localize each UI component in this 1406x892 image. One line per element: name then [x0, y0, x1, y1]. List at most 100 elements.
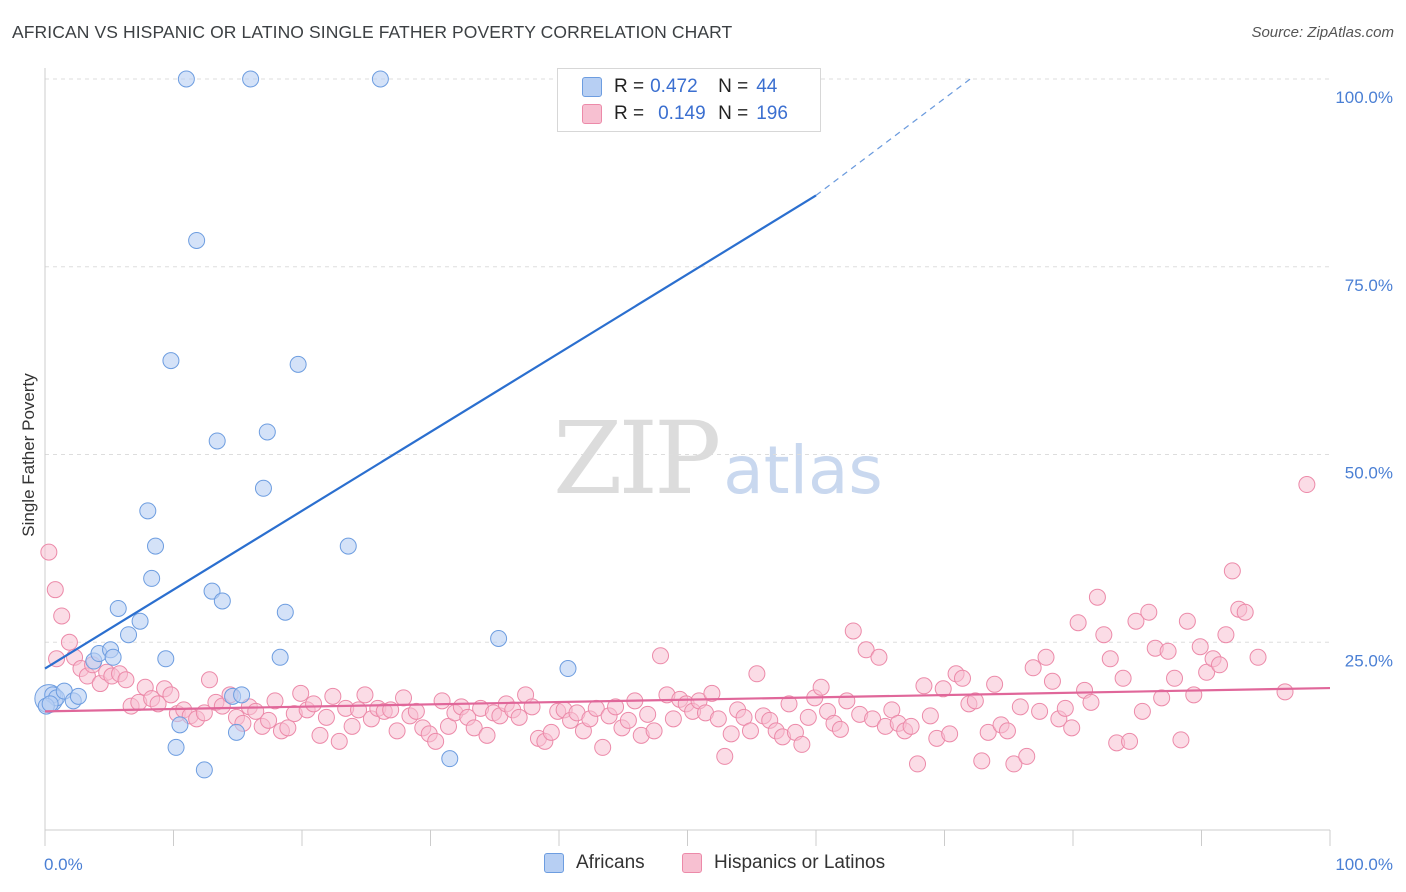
data-point-hispanic	[1101, 650, 1119, 668]
data-point-hispanic	[857, 641, 875, 659]
data-point-african	[69, 687, 87, 705]
data-point-hispanic	[356, 686, 374, 704]
watermark: ZIPatlas	[553, 400, 883, 517]
data-point-hispanic	[748, 665, 766, 683]
data-point-hispanic	[266, 692, 284, 710]
data-point-hispanic	[703, 684, 721, 702]
data-point-african	[167, 738, 185, 756]
data-point-hispanic	[1217, 626, 1235, 644]
data-point-hispanic	[388, 722, 406, 740]
data-point-hispanic	[741, 722, 759, 740]
data-point-hispanic	[149, 695, 167, 713]
data-point-hispanic	[53, 607, 71, 625]
data-point-hispanic	[305, 695, 323, 713]
data-point-hispanic	[639, 705, 657, 723]
data-point-hispanic	[1185, 686, 1203, 704]
watermark-zip: ZIP	[553, 400, 721, 517]
data-point-hispanic	[619, 711, 637, 729]
data-point-hispanic	[664, 710, 682, 728]
trend-line-africans-extension	[815, 78, 971, 196]
data-point-hispanic	[433, 692, 451, 710]
data-point-african	[188, 231, 206, 249]
data-point-hispanic	[1153, 689, 1171, 707]
data-point-hispanic	[60, 633, 78, 651]
data-point-african	[289, 355, 307, 373]
data-point-african	[227, 723, 245, 741]
y-tick-label: 100.0%	[1335, 88, 1393, 107]
legend-n-value: 44	[756, 76, 778, 97]
data-point-hispanic	[1127, 612, 1145, 630]
data-point-african	[242, 70, 260, 88]
data-point-hispanic	[1037, 648, 1055, 666]
data-point-african	[162, 352, 180, 370]
data-point-hispanic	[200, 671, 218, 689]
data-point-african	[271, 648, 289, 666]
legend-row-hispanics: R = 0.149 N = 196	[582, 101, 788, 127]
legend-item-hispanics[interactable]: Hispanics or Latinos	[682, 852, 885, 874]
data-point-hispanic	[953, 669, 971, 687]
legend-swatch-hispanics	[582, 104, 602, 124]
data-point-hispanic	[407, 702, 425, 720]
data-point-hispanic	[1133, 702, 1151, 720]
legend-label-hispanics: Hispanics or Latinos	[714, 852, 886, 873]
data-point-african	[139, 502, 157, 520]
data-point-african	[371, 70, 389, 88]
data-point-african	[208, 432, 226, 450]
data-point-african	[109, 599, 127, 617]
data-point-hispanic	[864, 710, 882, 728]
data-point-hispanic	[1223, 562, 1241, 580]
data-point-hispanic	[645, 722, 663, 740]
data-point-hispanic	[1082, 693, 1100, 711]
data-point-african	[171, 716, 189, 734]
legend-r-value: 0.149	[658, 103, 706, 124]
data-point-hispanic	[1095, 626, 1113, 644]
data-point-african	[254, 479, 272, 497]
data-point-hispanic	[909, 755, 927, 773]
data-point-hispanic	[709, 710, 727, 728]
data-point-hispanic	[998, 722, 1016, 740]
data-point-hispanic	[324, 687, 342, 705]
data-point-hispanic	[915, 677, 933, 695]
data-point-african	[490, 629, 508, 647]
data-point-hispanic	[1166, 669, 1184, 687]
data-point-hispanic	[652, 647, 670, 665]
data-point-hispanic	[465, 719, 483, 737]
data-point-hispanic	[812, 678, 830, 696]
data-point-african	[276, 603, 294, 621]
legend-r-label: R =	[614, 103, 645, 124]
trend-line-africans	[44, 194, 817, 670]
data-point-hispanic	[510, 708, 528, 726]
trend-lines	[44, 78, 1331, 713]
data-point-hispanic	[1011, 698, 1029, 716]
series-legend: Africans Hispanics or Latinos	[0, 852, 1406, 878]
y-tick-label: 25.0%	[1345, 651, 1393, 670]
watermark-atlas: atlas	[723, 432, 883, 509]
data-point-hispanic	[934, 680, 952, 698]
data-point-hispanic	[793, 735, 811, 753]
data-point-hispanic	[1056, 699, 1074, 717]
y-tick-label: 75.0%	[1345, 276, 1393, 295]
series-africans	[34, 70, 771, 779]
data-point-hispanic	[1159, 642, 1177, 660]
legend-r-value: 0.472	[650, 76, 698, 97]
data-point-hispanic	[162, 686, 180, 704]
correlation-legend: R = 0.472 N = 44 R = 0.149 N = 196	[557, 68, 821, 132]
data-point-hispanic	[986, 675, 1004, 693]
data-point-hispanic	[722, 725, 740, 743]
data-point-hispanic	[902, 717, 920, 735]
data-point-african	[41, 695, 59, 713]
data-point-hispanic	[1063, 719, 1081, 737]
data-point-african	[213, 592, 231, 610]
data-point-hispanic	[1069, 614, 1087, 632]
data-point-hispanic	[1140, 603, 1158, 621]
data-point-hispanic	[594, 738, 612, 756]
data-point-hispanic	[317, 708, 335, 726]
data-point-hispanic	[799, 708, 817, 726]
data-point-african	[559, 660, 577, 678]
data-point-african	[157, 650, 175, 668]
data-point-hispanic	[1114, 669, 1132, 687]
data-point-hispanic	[395, 689, 413, 707]
data-point-hispanic	[311, 726, 329, 744]
legend-item-africans[interactable]: Africans	[544, 852, 645, 874]
data-point-african	[177, 70, 195, 88]
